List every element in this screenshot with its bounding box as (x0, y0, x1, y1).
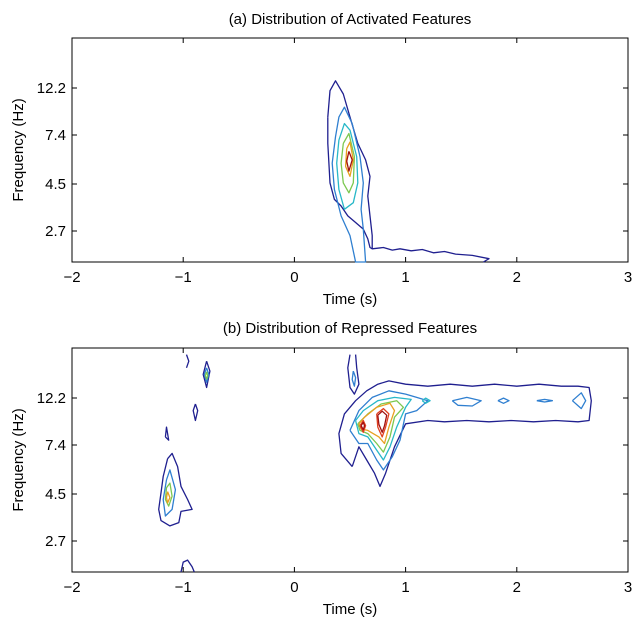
contour-line (165, 491, 171, 504)
contour-line (336, 122, 359, 210)
y-tick-label: 12.2 (37, 80, 66, 97)
contour-line (358, 402, 396, 445)
x-tick-label: 2 (513, 579, 521, 596)
x-axis: −2 −1 0 1 2 3 (63, 38, 632, 286)
x-tick-label: 3 (624, 579, 632, 596)
contour-lines (158, 354, 592, 573)
y-tick-label: 4.5 (45, 486, 66, 503)
y-tick-label: 7.4 (45, 127, 66, 144)
contour-line (344, 141, 354, 178)
contour-line (203, 367, 210, 383)
contour-line (164, 482, 173, 507)
x-tick-label: 0 (290, 579, 298, 596)
contour-line (359, 419, 367, 433)
contour-line (331, 106, 367, 263)
x-tick-label: −1 (175, 269, 192, 286)
contour-line (338, 380, 592, 488)
contour-line (327, 80, 373, 249)
contour-line (180, 559, 195, 573)
contour-line (360, 421, 366, 431)
contour-line (451, 396, 482, 407)
y-tick-label: 7.4 (45, 437, 66, 454)
plot-title: (a) Distribution of Activated Features (229, 11, 472, 28)
x-tick-label: −2 (63, 579, 80, 596)
repressed-features-plot: (b) Distribution of Repressed Features −… (10, 320, 632, 618)
contour-line (377, 410, 388, 433)
contour-line (164, 426, 170, 441)
contour-line (204, 371, 209, 380)
contour-lines (327, 80, 490, 263)
x-tick-label: 3 (624, 269, 632, 286)
y-tick-label: 4.5 (45, 176, 66, 193)
plot-area (71, 347, 629, 573)
y-axis: 2.7 4.5 7.4 12.2 (37, 80, 628, 240)
y-axis: 2.7 4.5 7.4 12.2 (37, 390, 628, 550)
contour-line (192, 403, 199, 422)
x-tick-label: −2 (63, 269, 80, 286)
contour-line (346, 151, 353, 172)
contour-line (340, 132, 356, 194)
y-tick-label: 2.7 (45, 223, 66, 240)
x-tick-label: 0 (290, 269, 298, 286)
x-axis-label: Time (s) (323, 291, 377, 308)
contour-line (376, 407, 390, 438)
contour-line (421, 397, 431, 404)
contour-line (202, 360, 211, 389)
contour-line (571, 392, 587, 410)
contour-line (162, 469, 177, 517)
plot-area (71, 37, 629, 263)
contour-line (354, 396, 412, 461)
activated-features-plot: (a) Distribution of Activated Features −… (10, 11, 632, 308)
x-tick-label: 1 (401, 269, 409, 286)
y-tick-label: 2.7 (45, 533, 66, 550)
contour-line (158, 452, 193, 527)
y-tick-label: 12.2 (37, 390, 66, 407)
contour-line (347, 354, 360, 395)
contour-line (536, 398, 554, 403)
x-tick-label: −1 (175, 579, 192, 596)
contour-line (497, 397, 510, 404)
x-axis-label: Time (s) (323, 601, 377, 618)
contour-line (351, 370, 357, 387)
plot-title: (b) Distribution of Repressed Features (223, 320, 477, 337)
y-axis-label: Frequency (Hz) (10, 98, 27, 201)
x-tick-label: 2 (513, 269, 521, 286)
y-axis-label: Frequency (Hz) (10, 408, 27, 511)
x-tick-label: 1 (401, 579, 409, 596)
contour-line (349, 390, 429, 471)
x-axis: −2 −1 0 1 2 3 (63, 348, 632, 596)
contour-line (357, 400, 405, 453)
contour-line (185, 354, 190, 369)
